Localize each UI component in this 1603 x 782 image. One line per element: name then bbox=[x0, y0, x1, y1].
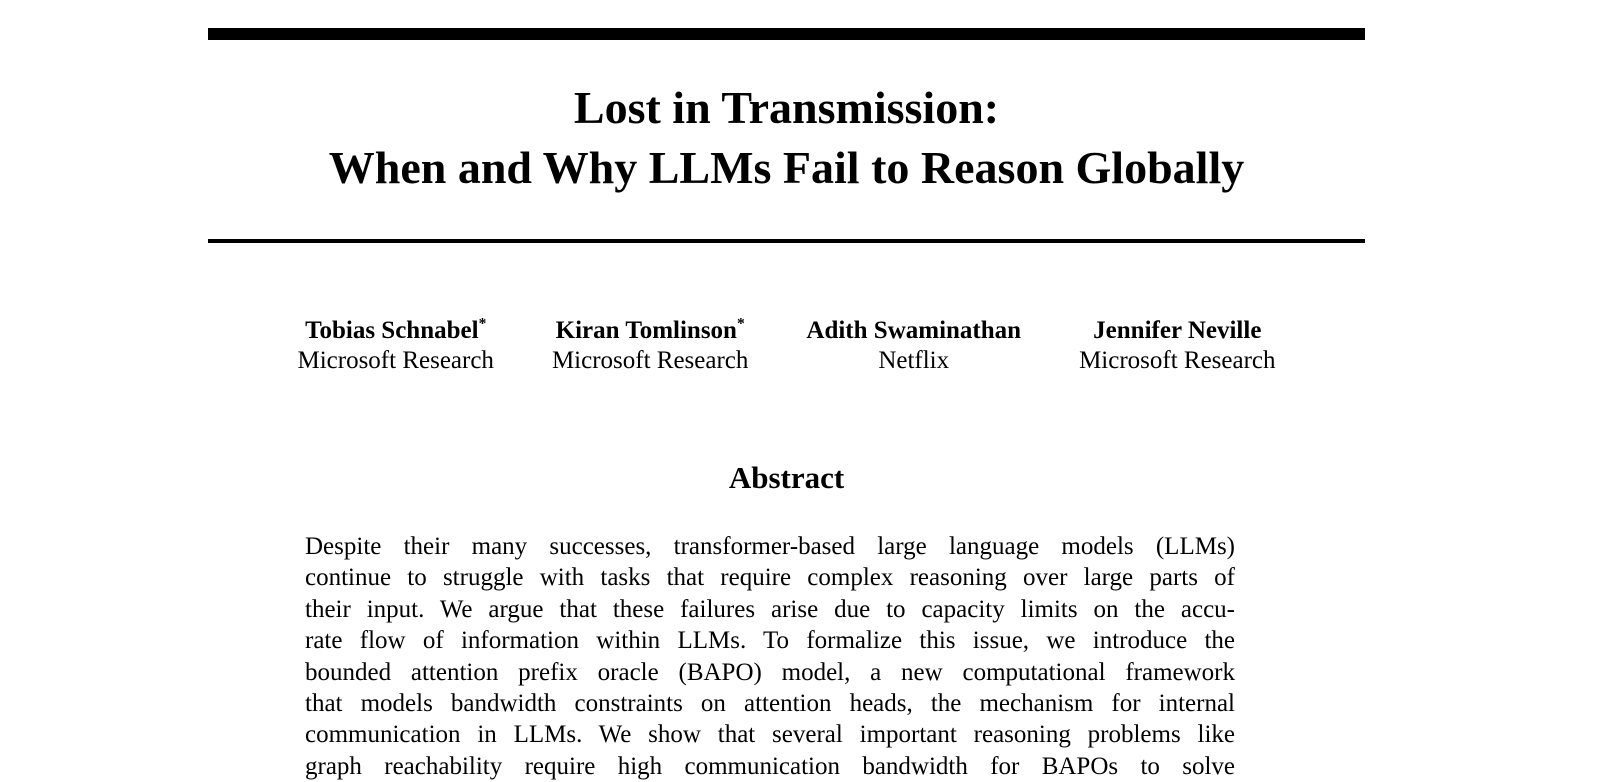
paper-title: Lost in Transmission: When and Why LLMs … bbox=[208, 78, 1365, 198]
author-block: Jennifer Neville Microsoft Research bbox=[1079, 316, 1275, 376]
author-name: Tobias Schnabel* bbox=[297, 316, 493, 346]
author-affiliation: Netflix bbox=[878, 347, 950, 374]
top-thick-rule bbox=[208, 28, 1365, 40]
author-affiliation: Microsoft Research bbox=[297, 347, 494, 374]
abstract-line: communication in LLMs. We show that seve… bbox=[305, 721, 1235, 749]
author-name-text: Tobias Schnabel bbox=[305, 317, 479, 344]
author-affiliation: Microsoft Research bbox=[1079, 347, 1276, 374]
title-line-1: Lost in Transmission: bbox=[573, 82, 1000, 133]
author-block: Tobias Schnabel* Microsoft Research bbox=[297, 316, 493, 376]
author-footnote-mark: * bbox=[736, 315, 745, 333]
title-line-2: When and Why LLMs Fail to Reason Globall… bbox=[328, 142, 1245, 193]
abstract-text: Despite their many successes, transforme… bbox=[305, 531, 1235, 782]
author-affiliation: Microsoft Research bbox=[551, 347, 749, 374]
author-name-text: Kiran Tomlinson bbox=[555, 317, 737, 344]
author-name-text: Jennifer Neville bbox=[1093, 317, 1262, 344]
author-footnote-mark: * bbox=[478, 315, 487, 333]
author-block: Adith Swaminathan Netflix bbox=[806, 316, 1021, 376]
abstract-line: bounded attention prefix oracle (BAPO) m… bbox=[305, 658, 1235, 686]
abstract-line: Despite their many successes, transforme… bbox=[305, 533, 1235, 560]
author-block: Kiran Tomlinson* Microsoft Research bbox=[552, 316, 748, 376]
authors-row: Tobias Schnabel* Microsoft Research Kira… bbox=[208, 316, 1365, 376]
author-name: Jennifer Neville bbox=[1079, 316, 1275, 346]
abstract-heading: Abstract bbox=[728, 460, 845, 495]
title-separator-rule bbox=[208, 239, 1365, 243]
author-name: Kiran Tomlinson* bbox=[552, 316, 748, 346]
abstract-line-partial: graph reachability require high communic… bbox=[305, 752, 1235, 780]
abstract-line: that models bandwidth constraints on att… bbox=[305, 689, 1235, 717]
author-name: Adith Swaminathan bbox=[806, 316, 1021, 346]
abstract-line: continue to struggle with tasks that req… bbox=[305, 564, 1235, 592]
author-name-text: Adith Swaminathan bbox=[806, 317, 1022, 344]
abstract-line: their input. We argue that these failure… bbox=[305, 595, 1235, 623]
abstract-line: rate flow of information within LLMs. To… bbox=[305, 627, 1235, 655]
